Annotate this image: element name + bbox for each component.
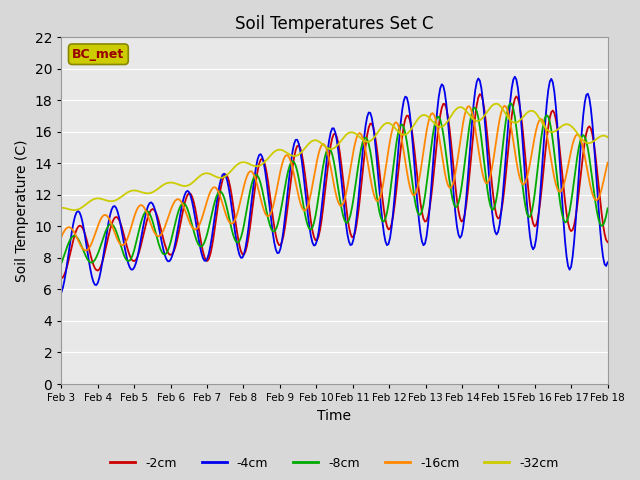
- -16cm: [222, 211, 230, 216]
- -2cm: [239, 252, 246, 257]
- -32cm: [577, 134, 584, 140]
- Line: -32cm: -32cm: [61, 104, 607, 210]
- -16cm: [298, 204, 306, 210]
- -2cm: [58, 276, 65, 281]
- -32cm: [298, 149, 306, 155]
- -16cm: [604, 160, 611, 166]
- -16cm: [82, 248, 90, 253]
- -2cm: [296, 145, 304, 151]
- -32cm: [604, 134, 611, 140]
- -32cm: [249, 163, 257, 168]
- -8cm: [124, 258, 132, 264]
- -32cm: [126, 189, 134, 194]
- -32cm: [493, 101, 500, 107]
- -4cm: [248, 199, 255, 204]
- Line: -4cm: -4cm: [61, 77, 607, 292]
- -32cm: [70, 207, 77, 213]
- Legend: -2cm, -4cm, -8cm, -16cm, -32cm: -2cm, -4cm, -8cm, -16cm, -32cm: [106, 452, 564, 475]
- -4cm: [220, 171, 228, 177]
- -2cm: [124, 249, 132, 254]
- -2cm: [220, 173, 228, 179]
- -8cm: [58, 261, 65, 266]
- -16cm: [126, 229, 134, 235]
- -8cm: [506, 100, 514, 106]
- -2cm: [248, 213, 255, 218]
- Y-axis label: Soil Temperature (C): Soil Temperature (C): [15, 139, 29, 282]
- -32cm: [240, 159, 248, 165]
- -16cm: [577, 135, 584, 141]
- -32cm: [58, 205, 65, 211]
- -8cm: [575, 145, 582, 151]
- -4cm: [239, 255, 246, 261]
- -2cm: [604, 240, 611, 245]
- -32cm: [222, 173, 230, 179]
- Text: BC_met: BC_met: [72, 48, 125, 61]
- -4cm: [296, 148, 304, 154]
- Line: -8cm: -8cm: [61, 103, 607, 264]
- Line: -16cm: -16cm: [61, 106, 607, 251]
- -4cm: [124, 261, 132, 266]
- -8cm: [296, 184, 304, 190]
- -8cm: [239, 229, 246, 235]
- -4cm: [604, 259, 611, 265]
- -16cm: [500, 103, 508, 109]
- -16cm: [58, 234, 65, 240]
- Line: -2cm: -2cm: [61, 94, 607, 278]
- -4cm: [511, 74, 518, 80]
- Title: Soil Temperatures Set C: Soil Temperatures Set C: [236, 15, 434, 33]
- -16cm: [249, 170, 257, 176]
- -4cm: [575, 173, 582, 179]
- -8cm: [604, 205, 611, 211]
- -8cm: [220, 195, 228, 201]
- -8cm: [248, 182, 255, 188]
- -2cm: [575, 191, 582, 196]
- X-axis label: Time: Time: [317, 408, 351, 422]
- -4cm: [58, 289, 65, 295]
- -2cm: [476, 91, 484, 97]
- -16cm: [240, 183, 248, 189]
